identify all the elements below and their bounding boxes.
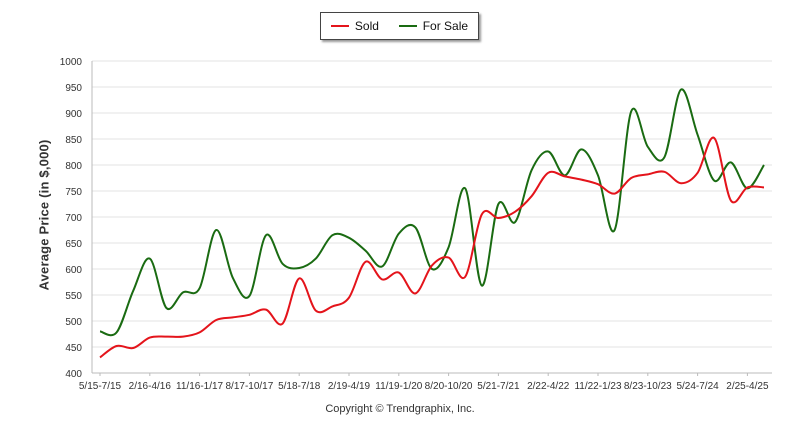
grid-layer — [92, 60, 772, 374]
x-tick-label: 5/24-7/24 — [676, 381, 719, 392]
x-tick-label: 11/19-1/20 — [375, 381, 423, 392]
y-tick-label: 750 — [65, 187, 82, 198]
x-tick-label: 11/16-1/17 — [176, 381, 224, 392]
legend: Sold For Sale — [320, 12, 479, 40]
x-tick-label: 8/17-10/17 — [225, 381, 273, 392]
y-axis-label: Average Price (in $,000) — [36, 139, 52, 291]
legend-item-for-sale: For Sale — [398, 19, 469, 33]
series-line-sold — [99, 136, 765, 359]
x-tick-label: 2/22-4/22 — [527, 381, 570, 392]
y-tick-label: 700 — [65, 213, 82, 224]
y-tick-label: 800 — [65, 161, 82, 172]
axis-layer: 400 450 500 550 600 650 700 750 800 850 900 950 1000… — [60, 57, 772, 392]
legend-label-for-sale: For Sale — [422, 19, 469, 33]
series-layer — [99, 88, 765, 359]
x-tick-label: 5/15-7/15 — [79, 381, 122, 392]
copyright-footer: Copyright © Trendgraphix, Inc. — [325, 403, 475, 415]
legend-swatch-for-sale — [398, 25, 417, 27]
legend-label-sold: Sold — [354, 19, 379, 33]
y-tick-label: 600 — [65, 265, 82, 276]
y-tick-label: 650 — [65, 239, 82, 250]
y-tick-label: 950 — [65, 83, 82, 94]
y-tick-label: 450 — [65, 343, 82, 354]
x-tick-label: 5/18-7/18 — [278, 381, 321, 392]
x-tick-label: 2/19-4/19 — [328, 381, 371, 392]
x-tick-label: 8/23-10/23 — [624, 381, 672, 392]
legend-item-sold: Sold — [330, 19, 379, 33]
y-tick-label: 1000 — [60, 57, 83, 68]
x-tick-label: 2/16-4/16 — [129, 381, 172, 392]
y-tick-label: 400 — [65, 369, 82, 380]
y-tick-label: 900 — [65, 109, 82, 120]
y-tick-label: 500 — [65, 317, 82, 328]
legend-swatch-sold — [330, 25, 349, 27]
y-tick-label: 850 — [65, 135, 82, 146]
x-tick-label: 2/25-4/25 — [726, 381, 769, 392]
x-tick-label: 5/21-7/21 — [477, 381, 520, 392]
y-tick-label: 550 — [65, 291, 82, 302]
x-tick-label: 11/22-1/23 — [574, 381, 622, 392]
x-tick-label: 8/20-10/20 — [425, 381, 473, 392]
series-line-for-sale — [99, 88, 765, 337]
